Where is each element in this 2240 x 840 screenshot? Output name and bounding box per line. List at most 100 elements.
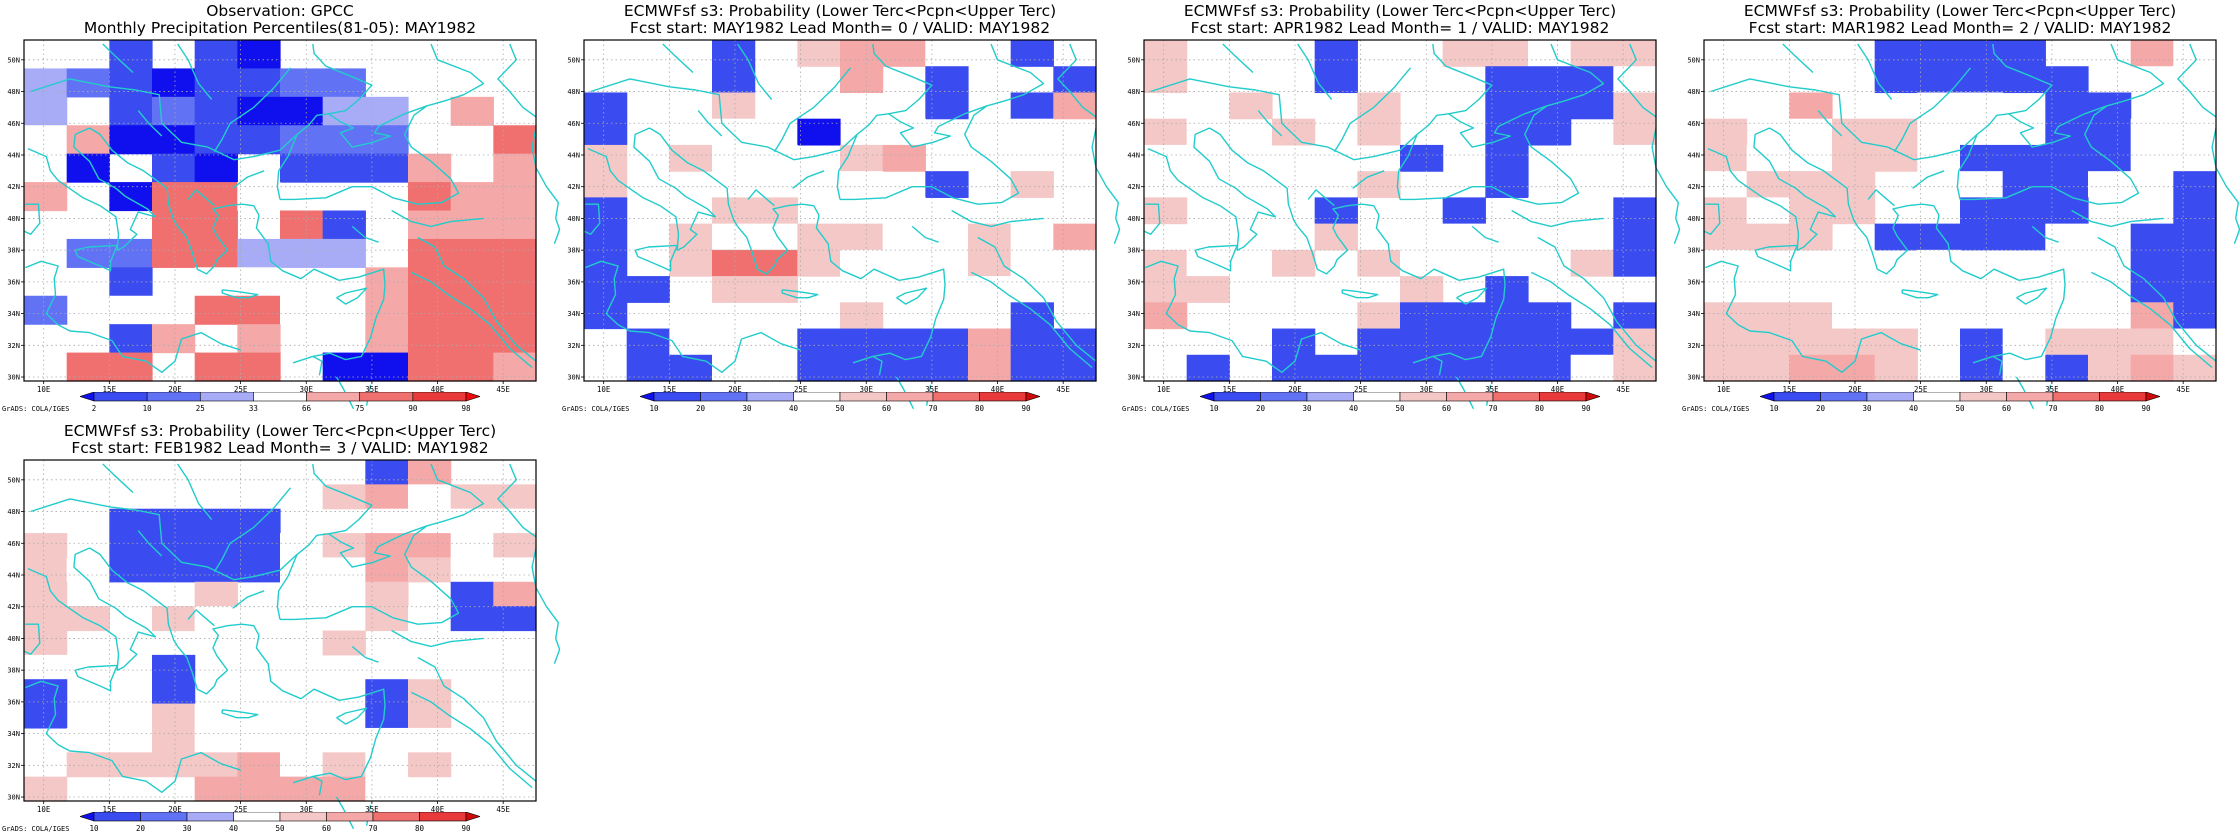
grid-cell — [2045, 223, 2089, 251]
map-panel-lead0: ECMWFsf s3: Probability (Lower Terc<Pcpn… — [560, 0, 1121, 420]
panel-title: ECMWFsf s3: Probability (Lower Terc<Pcpn… — [560, 3, 1120, 37]
lat-tick-label: 30N — [7, 794, 20, 802]
grid-cell — [1144, 40, 1188, 67]
coastline — [2211, 127, 2240, 245]
lat-tick-label: 36N — [7, 278, 20, 286]
panel-title: ECMWFsf s3: Probability (Lower Terc<Pcpn… — [0, 423, 560, 457]
grid-cell — [1704, 171, 1748, 198]
colorbar-label: 2 — [92, 404, 97, 413]
grid-cell — [2173, 302, 2217, 330]
colorbar-swatch — [1399, 391, 1447, 402]
coastline — [25, 680, 241, 793]
lat-tick-label: 42N — [1127, 183, 1140, 191]
lon-tick-label: 25E — [1354, 385, 1368, 394]
colorbar-swatch — [359, 391, 414, 402]
lat-tick-label: 36N — [567, 278, 580, 286]
grid-cell — [2045, 197, 2089, 225]
lat-tick-label: 46N — [567, 120, 580, 128]
grid-cell — [194, 752, 238, 778]
grid-cell — [365, 460, 409, 485]
grid-cell — [1570, 354, 1614, 382]
coastline — [497, 43, 537, 118]
grid-cell — [712, 354, 756, 382]
lon-tick-label: 25E — [234, 805, 248, 814]
colorbar-swatch — [199, 391, 254, 402]
grid-cell — [66, 125, 110, 155]
coastline — [587, 127, 717, 251]
grid-cell — [450, 581, 494, 607]
grid-cell — [450, 182, 494, 212]
coastline — [351, 225, 379, 243]
grid-cell — [1704, 223, 1748, 251]
grid-cell — [2173, 354, 2217, 382]
grid-cell — [1485, 118, 1529, 146]
grid-cell — [2173, 66, 2217, 94]
colorbar-swatch — [1446, 391, 1494, 402]
grid-cell — [408, 484, 452, 510]
grid-cell — [109, 752, 153, 778]
coastline — [1992, 43, 2053, 115]
grid-cell — [797, 328, 841, 356]
grid-cell — [2002, 302, 2046, 330]
coastline — [74, 664, 118, 692]
grid-cell — [1960, 354, 2004, 382]
lat-tick-label: 44N — [7, 571, 20, 579]
coastline — [187, 189, 215, 207]
colorbar-swatch — [1025, 391, 1041, 402]
grid-cell — [712, 66, 756, 94]
lon-tick-label: 35E — [925, 385, 939, 394]
grid-cell — [237, 96, 281, 126]
grid-cell — [2002, 171, 2046, 198]
coastline — [89, 127, 179, 227]
coastline — [232, 590, 265, 609]
grid-cell — [109, 267, 153, 297]
grid-cell — [1746, 354, 1790, 382]
grid-cell — [365, 295, 409, 325]
map-plot: 10E 15E 20E 25E 30E 35E 40E 45E 30N 32N 34N 36N 38N 4… — [7, 39, 561, 410]
coastline — [1893, 67, 1972, 153]
lon-tick-label: 10E — [37, 385, 51, 394]
grid-cell — [1053, 249, 1097, 277]
grid-cell — [1485, 40, 1529, 67]
lat-tick-label: 44N — [1687, 151, 1700, 159]
grid-cell — [2088, 171, 2132, 198]
grid-cell — [450, 324, 494, 354]
grid-cell — [2045, 302, 2089, 330]
lon-tick-label: 25E — [794, 385, 808, 394]
coastline — [276, 525, 460, 625]
colorbar-swatch — [93, 811, 141, 822]
coastline — [1703, 203, 1721, 236]
colorbar-label: 50 — [275, 824, 285, 833]
grid-cell — [152, 508, 196, 534]
grid-cell — [152, 654, 196, 680]
grid-cell — [584, 171, 628, 198]
grid-cell — [1314, 354, 1358, 382]
grid-cell — [584, 197, 628, 225]
grid-cell — [450, 210, 494, 240]
grid-cell — [280, 533, 324, 559]
lat-tick-label: 40N — [1127, 215, 1140, 223]
coastline — [1857, 203, 1940, 275]
grid-cell — [1272, 328, 1316, 356]
colorbar-swatch — [372, 811, 420, 822]
grid-cell — [152, 153, 196, 183]
coastline — [1511, 209, 1604, 228]
grid-cell — [1144, 66, 1188, 94]
grid-cell — [194, 727, 238, 753]
grid-cell — [2130, 66, 2174, 94]
lat-tick-label: 44N — [1127, 151, 1140, 159]
grid-cell — [1528, 302, 1572, 330]
coastline — [1956, 105, 2140, 205]
grid-cell — [1485, 276, 1529, 303]
coastline — [187, 609, 215, 627]
colorbar-label: 40 — [1349, 404, 1359, 413]
colorbar-label: 90 — [408, 404, 418, 413]
lon-tick-label: 45E — [1056, 385, 1070, 394]
grid-cell — [1746, 171, 1790, 198]
grid-cell — [669, 328, 713, 356]
colorbar-swatch — [2099, 391, 2147, 402]
map-panel-obs: Observation: GPCC Monthly Precipitation … — [0, 0, 561, 420]
grid-cell — [322, 557, 366, 583]
grid-cell — [493, 153, 537, 183]
grid-cell — [2130, 276, 2174, 303]
